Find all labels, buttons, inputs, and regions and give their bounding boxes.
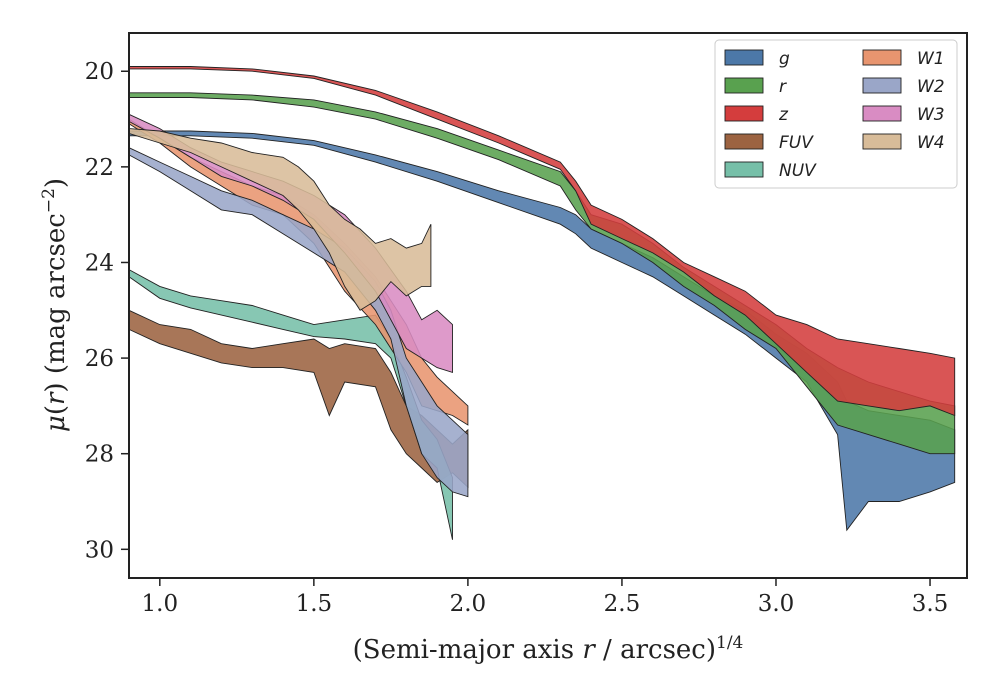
y-axis-label: μ(r) (mag arcsec−2) xyxy=(39,178,71,432)
legend-label-w3: W3 xyxy=(917,105,945,125)
band-r xyxy=(128,92,956,455)
legend-label-w1: W1 xyxy=(917,49,945,69)
legend-swatch-r xyxy=(724,77,764,94)
legend-label-z: z xyxy=(778,105,789,125)
y-axis: 20 22 24 26 28 30 xyxy=(85,59,129,563)
legend-swatch-w1 xyxy=(862,49,902,66)
legend: grz FUV NUV W1 W2 W3 W4 xyxy=(714,39,958,189)
band-nuv xyxy=(128,268,453,540)
legend-swatch-z xyxy=(724,105,764,122)
legend-swatch-nuv xyxy=(724,161,764,178)
legend-label-w2: W2 xyxy=(917,77,945,97)
legend-swatch-fuv xyxy=(724,133,764,150)
x-tick-label: 3.5 xyxy=(912,591,949,617)
legend-box xyxy=(714,39,958,189)
legend-swatch-w2 xyxy=(862,77,902,94)
legend-label-nuv: NUV xyxy=(779,161,817,181)
legend-swatch-g xyxy=(724,49,764,66)
band-g xyxy=(128,130,956,532)
legend-label-r: r xyxy=(779,77,787,97)
x-axis: 1.0 1.5 2.0 2.5 3.0 3.5 xyxy=(142,578,949,617)
legend-label-fuv: FUV xyxy=(779,133,814,153)
band-w2 xyxy=(128,146,469,498)
y-tick-label: 20 xyxy=(85,59,114,85)
x-tick-label: 2.0 xyxy=(450,591,487,617)
plot-frame xyxy=(128,32,968,579)
x-tick-label: 2.5 xyxy=(604,591,641,617)
y-tick-label: 28 xyxy=(85,442,114,468)
x-tick-label: 1.0 xyxy=(142,591,179,617)
band-z xyxy=(128,66,956,417)
legend-swatch-w3 xyxy=(862,105,902,122)
y-tick-label: 30 xyxy=(85,537,114,563)
x-axis-label: (Semi-major axis r / arcsec)1/4 xyxy=(353,633,744,665)
y-tick-label: 26 xyxy=(85,346,114,372)
legend-swatch-w4 xyxy=(862,133,902,150)
legend-label-g: g xyxy=(779,49,790,69)
x-tick-label: 1.5 xyxy=(296,591,333,617)
band-w4 xyxy=(128,128,432,311)
y-tick-label: 22 xyxy=(85,155,114,181)
profile-bands xyxy=(128,66,956,540)
x-tick-label: 3.0 xyxy=(758,591,795,617)
y-tick-label: 24 xyxy=(85,250,114,276)
legend-label-w4: W4 xyxy=(917,133,945,153)
